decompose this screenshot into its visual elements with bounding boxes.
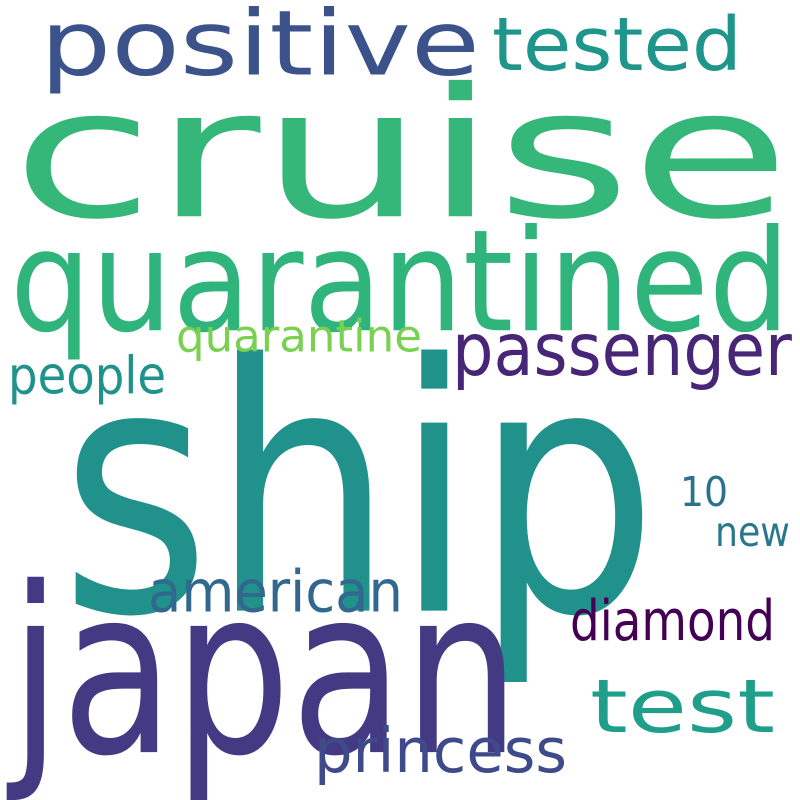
word-new: new <box>715 507 790 557</box>
word-positive: positive <box>40 0 480 97</box>
word-american: american <box>148 558 403 626</box>
word-cruise: cruise <box>12 49 790 259</box>
word-passenger: passenger <box>452 308 792 394</box>
word-diamond: diamond <box>570 589 775 655</box>
word-ship: ship <box>60 293 658 693</box>
word-tested: tested <box>492 0 742 88</box>
word-quarantine: quarantine <box>176 309 422 363</box>
word-japan: japan <box>10 538 520 800</box>
word-10: 10 <box>680 467 728 516</box>
word-princess: princess <box>314 716 567 788</box>
word-people: people <box>8 346 166 406</box>
word-quarantined: quarantined <box>10 200 790 365</box>
word-test: test <box>590 663 775 750</box>
